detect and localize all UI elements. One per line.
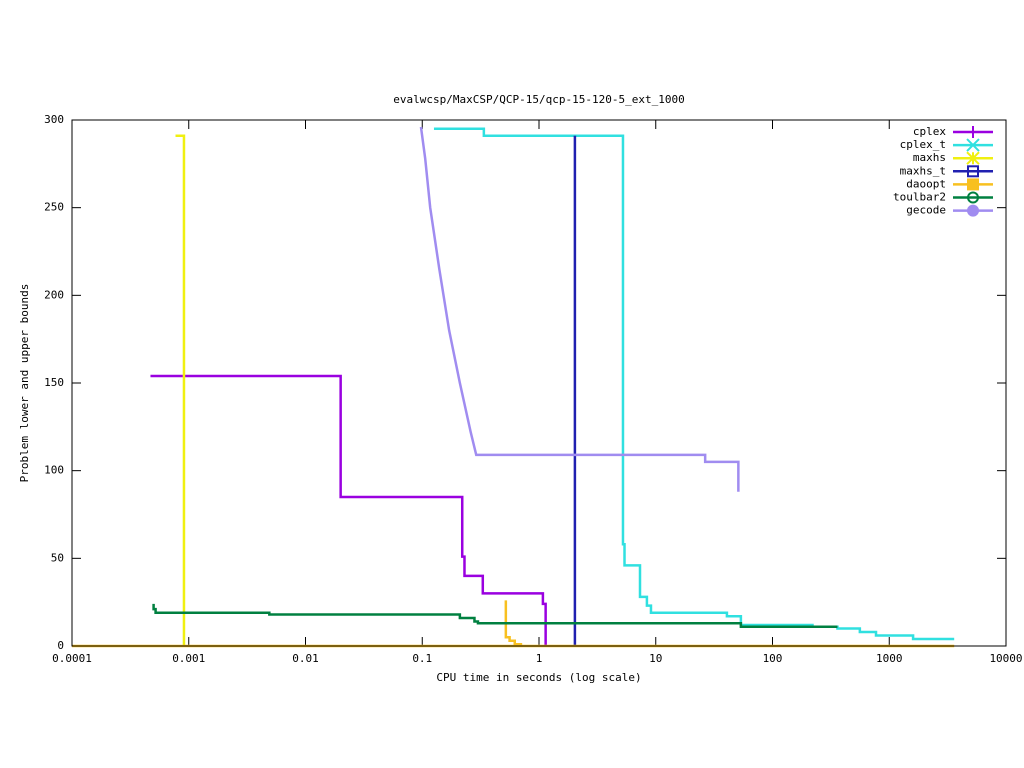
legend-marker	[967, 204, 979, 217]
plot-border	[71, 119, 1007, 647]
series-line	[433, 127, 955, 641]
series-line	[175, 134, 186, 646]
y-tick-label: 300	[44, 113, 64, 126]
legend-marker	[967, 126, 979, 138]
x-tick-label: 0.01	[292, 652, 319, 665]
legend-label: toulbar2	[893, 191, 946, 204]
chart-title: evalwcsp/MaxCSP/QCP-15/qcp-15-120-5_ext_…	[393, 93, 684, 106]
legend-label: daoopt	[906, 177, 946, 190]
y-axis-label: Problem lower and upper bounds	[18, 284, 31, 483]
legend-marker	[966, 151, 980, 165]
x-tick-label: 0.0001	[52, 652, 92, 665]
series-line	[152, 603, 838, 628]
x-tick-label: 0.001	[172, 652, 205, 665]
x-tick-label: 10	[649, 652, 662, 665]
y-tick-label: 50	[51, 551, 64, 564]
legend-marker	[966, 138, 980, 152]
x-tick-label: 1	[536, 652, 543, 665]
legend-label: gecode	[906, 204, 946, 217]
x-tick-label: 10000	[989, 652, 1022, 665]
y-tick-label: 150	[44, 376, 64, 389]
y-tick-label: 100	[44, 464, 64, 477]
y-tick-label: 0	[57, 639, 64, 652]
legend-label: maxhs_t	[900, 164, 946, 177]
legend-label: maxhs	[913, 151, 946, 164]
legend-marker	[967, 191, 979, 204]
x-tick-label: 0.1	[412, 652, 432, 665]
legend-label: cplex	[913, 125, 946, 138]
series-line	[419, 126, 740, 492]
y-tick-label: 250	[44, 201, 64, 214]
x-tick-label: 1000	[876, 652, 903, 665]
legend-marker	[967, 178, 979, 191]
legend-marker	[967, 165, 979, 178]
legend-label: cplex_t	[900, 138, 946, 151]
series-line	[150, 374, 547, 646]
x-tick-label: 100	[763, 652, 783, 665]
y-tick-label: 200	[44, 288, 64, 301]
x-axis-label: CPU time in seconds (log scale)	[436, 671, 641, 684]
